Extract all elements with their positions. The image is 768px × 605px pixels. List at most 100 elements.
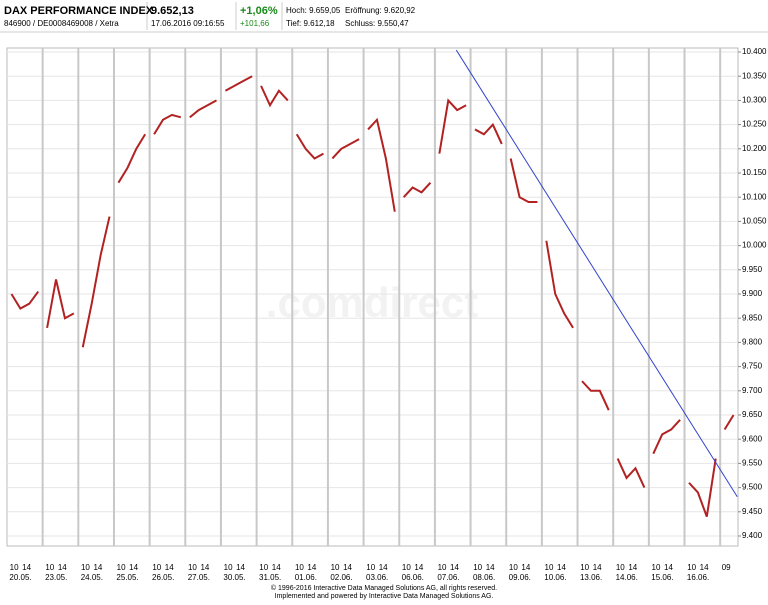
hour-label: 14 [414,563,423,572]
price: 9.652,13 [151,5,194,17]
price-line [260,85,289,108]
y-tick-label: 9.650 [742,410,763,419]
price-line [652,419,681,455]
x-tick-label: 25.05. [116,573,138,582]
change-abs: +101,66 [240,19,270,28]
price-line [10,290,40,310]
close: Schluss: 9.550,47 [345,19,409,28]
x-tick-label: 03.06. [366,573,388,582]
hour-label: 14 [343,563,352,572]
price-line [295,133,324,160]
hour-label: 10 [188,563,197,572]
plot-frame [6,47,739,547]
hour-label: 14 [22,563,31,572]
y-tick-label: 10.050 [742,217,767,226]
hour-label: 14 [165,563,174,572]
hour-label: 14 [521,563,530,572]
hour-label: 14 [700,563,709,572]
trend-line [455,49,738,498]
y-tick-label: 9.800 [742,338,763,347]
hour-label: 14 [379,563,388,572]
x-tick-label: 30.05. [223,573,245,582]
hour-label: 14 [307,563,316,572]
copyright: © 1996-2016 Interactive Data Managed Sol… [271,584,497,592]
y-tick-label: 10.100 [742,192,767,201]
x-tick-label: 02.06. [330,573,352,582]
hour-label: 10 [295,563,304,572]
x-tick-label: 09 [722,563,731,572]
y-tick-label: 10.300 [742,96,767,105]
price-line [616,458,646,489]
price-line [474,122,503,145]
hour-label: 10 [509,563,518,572]
hour-label: 10 [580,563,589,572]
hour-label: 10 [224,563,233,572]
hour-label: 14 [200,563,209,572]
change-pct: +1,06% [240,5,278,17]
x-tick-label: 16.06. [687,573,709,582]
hour-label: 14 [93,563,102,572]
hour-label: 14 [58,563,67,572]
price-line [189,99,217,119]
price-line [224,75,253,92]
price-line [688,458,717,517]
hour-label: 10 [473,563,482,572]
price-line [46,279,75,329]
x-tick-label: 31.05. [259,573,281,582]
x-tick-label: 23.05. [45,573,67,582]
hour-label: 14 [593,563,602,572]
price-line [723,414,735,431]
price-line [581,380,610,411]
timestamp: 17.06.2016 09:16:55 [151,19,225,28]
y-tick-label: 10.400 [742,47,767,56]
hour-label: 10 [616,563,625,572]
x-tick-label: 09.06. [509,573,531,582]
hour-label: 10 [438,563,447,572]
title: DAX PERFORMANCE INDEX [4,5,154,17]
watermark: .comdirect [266,279,478,326]
low: Tief: 9.612,18 [286,19,335,28]
price-line [153,113,182,135]
hour-label: 14 [664,563,673,572]
instrument-id: 846900 / DE0008469008 / Xetra [4,19,119,28]
price-line [402,182,432,198]
open: Eröffnung: 9.620,92 [345,6,416,15]
hour-label: 10 [81,563,90,572]
price-line [438,98,467,154]
x-tick-label: 15.06. [651,573,673,582]
y-tick-label: 9.450 [742,507,763,516]
hour-label: 10 [259,563,268,572]
x-tick-label: 27.05. [188,573,210,582]
y-tick-label: 9.550 [742,459,763,468]
hour-label: 10 [117,563,126,572]
hour-label: 10 [687,563,696,572]
x-tick-label: 20.05. [9,573,31,582]
y-tick-label: 9.850 [742,313,763,322]
hour-label: 10 [366,563,375,572]
x-tick-label: 24.05. [81,573,103,582]
hour-label: 10 [545,563,554,572]
y-tick-label: 9.500 [742,483,763,492]
x-tick-label: 14.06. [616,573,638,582]
y-tick-label: 10.350 [742,71,767,80]
y-tick-label: 9.900 [742,289,763,298]
hour-label: 10 [10,563,19,572]
high: Hoch: 9.659,05 [286,6,341,15]
y-tick-label: 10.150 [742,168,767,177]
x-tick-label: 07.06. [437,573,459,582]
y-tick-label: 9.750 [742,362,763,371]
hour-label: 10 [152,563,161,572]
price-line [117,133,147,184]
y-tick-label: 9.400 [742,531,763,540]
price-line [545,240,574,329]
powered: Implemented and powered by Interactive D… [275,593,494,600]
hour-label: 10 [45,563,54,572]
hour-label: 14 [557,563,566,572]
hour-label: 14 [129,563,138,572]
y-tick-label: 10.250 [742,120,767,129]
price-line [331,138,360,160]
x-tick-label: 10.06. [544,573,566,582]
x-tick-label: 06.06. [402,573,424,582]
price-line [509,158,538,204]
